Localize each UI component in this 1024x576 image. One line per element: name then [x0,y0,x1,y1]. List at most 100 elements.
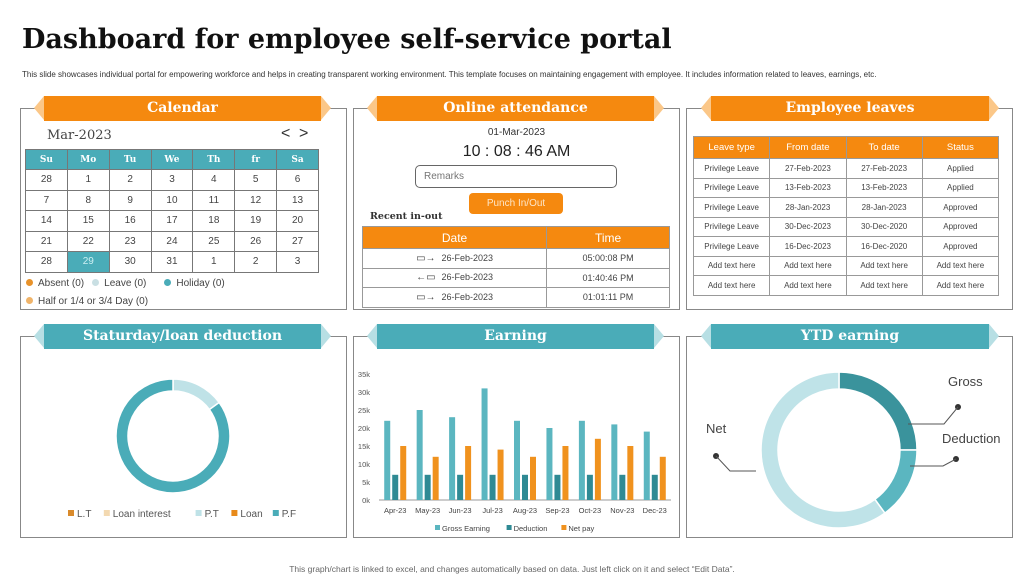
weekday-header: We [150,149,194,170]
leave-cell: Privilege Leave [692,216,771,237]
punch-in-out-button[interactable]: Punch In/Out [469,193,563,214]
calendar-day[interactable]: 17 [150,210,194,232]
calendar-day[interactable]: 30 [108,251,152,273]
calendar-next-button[interactable]: > [299,125,309,142]
calendar-day[interactable]: 29 [66,251,110,273]
bar-deduction [392,474,399,500]
x-tick-label: Sep-23 [545,506,569,515]
calendar-day[interactable]: 15 [66,210,110,232]
y-tick-label: 10k [358,460,370,469]
calendar-day[interactable]: 2 [234,251,278,273]
calendar-day[interactable]: 5 [234,169,278,191]
calendar-day[interactable]: 21 [25,230,68,252]
calendar-week: 7 8 9 10 11 12 13 [25,189,319,211]
leaves-header: Leave type [692,136,771,159]
bar-deduction [522,474,528,500]
bar-gross-earning [611,424,618,500]
punch-out-icon: ▭→ [416,252,436,264]
legend-label: Leave (0) [104,278,147,289]
legend-label: Half or 1/4 or 3/4 Day (0) [38,296,149,307]
attendance-time-cell: 05:00:08 PM [546,248,670,269]
leave-cell: 27-Feb-2023 [845,158,923,179]
calendar-title: Calendar [34,96,331,121]
leave-row: Privilege Leave 28-Jan-2023 28-Jan-2023 App… [692,197,1000,218]
legend-item: Half or 1/4 or 3/4 Day (0) [26,296,148,307]
remarks-input[interactable] [415,165,617,188]
calendar-day[interactable]: 28 [25,251,68,273]
recent-in-out-table: Date Time ▭→ 26-Feb-2023 05:00:08 PM ←▭ 26-Feb… [361,226,670,308]
leave-cell: Add text here [921,255,1000,276]
attendance-date-cell: 26-Feb-2023 [441,291,494,302]
calendar-day[interactable]: 1 [192,251,236,273]
attendance-row: ▭→ 26-Feb-2023 05:00:08 PM [361,248,670,269]
y-tick-label: 0k [362,496,370,505]
callout-line [908,406,959,425]
calendar-day[interactable]: 28 [25,169,68,191]
bar-net-pay [465,446,472,500]
weekday-header: fr [234,149,278,170]
calendar-day[interactable]: 6 [276,169,319,191]
donut-slice-deduction [873,449,918,515]
legend-item: Holiday (0) [164,278,225,289]
ytd-title: YTD earning [701,324,999,349]
callout-line [715,455,756,472]
x-tick-label: Apr-23 [384,506,407,515]
leave-cell: Privilege Leave [692,197,771,218]
calendar-day[interactable]: 13 [276,189,319,211]
punch-in-icon: ←▭ [416,272,436,284]
calendar-day[interactable]: 3 [276,251,319,273]
calendar-day[interactable]: 24 [150,230,194,252]
donut-slice-net [760,371,886,529]
calendar-day[interactable]: 4 [192,169,236,191]
calendar-prev-button[interactable]: < [281,125,291,142]
calendar-day[interactable]: 19 [234,210,278,232]
weekday-header: Sa [276,149,319,170]
bar-net-pay [594,438,601,500]
calendar-day[interactable]: 26 [234,230,278,252]
x-tick-label: Dec-23 [643,506,667,515]
calendar-day[interactable]: 23 [108,230,152,252]
legend-swatch-icon [435,525,440,530]
legend-label: Holiday (0) [176,278,225,289]
calendar-day[interactable]: 14 [25,210,68,232]
calendar-day[interactable]: 12 [234,189,278,211]
leave-cell: 16-Dec-2020 [845,236,923,257]
calendar-week: 14 15 16 17 18 19 20 [25,210,319,232]
calendar-day[interactable]: 2 [108,169,152,191]
leave-cell: Approved [921,216,1000,237]
leave-cell: Add text here [692,255,771,276]
calendar-day[interactable]: 18 [192,210,236,232]
legend-dot-icon [26,279,33,286]
x-tick-label: Nov-23 [610,506,634,515]
calendar-day[interactable]: 1 [66,169,110,191]
calendar-day[interactable]: 10 [150,189,194,211]
bar-net-pay [497,449,504,500]
attendance-date: 01-Mar-2023 [487,127,546,138]
calendar-day[interactable]: 22 [66,230,110,252]
bar-deduction [619,474,626,500]
ytd-label-gross: Gross [948,374,983,389]
calendar-legend-2: Half or 1/4 or 3/4 Day (0) [26,296,148,307]
bar-gross-earning [514,420,520,500]
calendar-day[interactable]: 11 [192,189,236,211]
calendar-day[interactable]: 31 [150,251,194,273]
attendance-clock: 10 : 08 : 46 AM [462,143,571,160]
loan-deduction-donut: L.T Loan interest P.T Loan P.F [68,378,296,520]
calendar-day[interactable]: 16 [108,210,152,232]
legend-label: Loan [240,509,262,520]
calendar-day[interactable]: 9 [108,189,152,211]
calendar-day[interactable]: 7 [25,189,68,211]
recent-in-out-label: Recent in-out [370,211,443,222]
leaves-header: Status [921,136,1000,159]
calendar-day[interactable]: 8 [66,189,110,211]
calendar-day[interactable]: 25 [192,230,236,252]
bar-deduction [554,474,561,500]
donut-slice-gross [838,371,918,451]
x-tick-label: Jun-23 [449,506,472,515]
calendar-day[interactable]: 3 [150,169,194,191]
bar-deduction [586,474,593,500]
calendar-day[interactable]: 27 [276,230,319,252]
calendar-day[interactable]: 20 [276,210,319,232]
weekday-header: Mo [66,149,110,170]
legend-swatch-icon [103,510,110,516]
